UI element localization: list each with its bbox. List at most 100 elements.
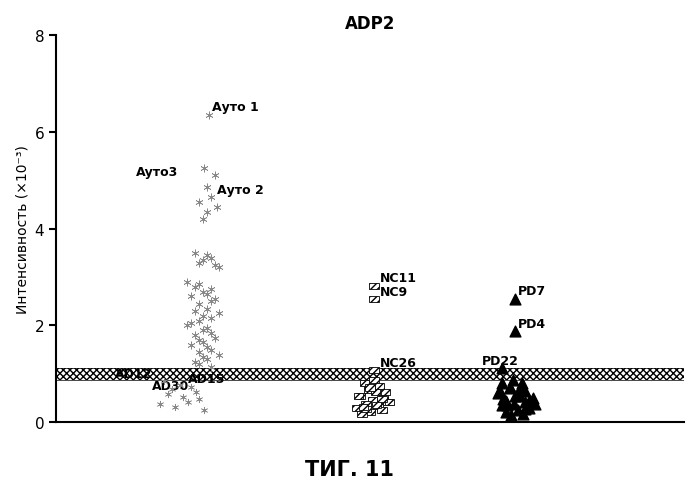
Bar [369,296,379,302]
Point [182,322,193,330]
Point [209,262,220,269]
Point [203,112,215,120]
Point [197,312,208,320]
Point [201,344,212,351]
Point [185,320,196,327]
Text: Ауто 2: Ауто 2 [217,183,264,196]
Bar [373,403,382,409]
Point [523,397,534,405]
Bar [382,399,392,405]
Point [517,410,528,418]
Point [492,390,503,397]
Point [194,259,205,267]
Point [197,339,208,347]
Bar [357,411,367,417]
Point [194,317,205,325]
Point [194,199,205,206]
Title: ADP2: ADP2 [345,15,395,33]
Bar [381,389,391,396]
Point [515,383,526,390]
Point [194,348,205,356]
Point [201,252,212,260]
Point [194,360,205,368]
Point [205,329,216,337]
Point [502,402,513,409]
Point [197,353,208,361]
Bar [368,397,377,404]
Bar [356,393,366,399]
Bar [379,395,388,401]
Point [500,397,512,405]
Point [197,288,208,296]
Point [520,405,531,413]
Y-axis label: Интенсивность (×10⁻³): Интенсивность (×10⁻³) [15,145,29,313]
Point [209,295,220,303]
Point [209,334,220,342]
Point [197,327,208,335]
Point [189,283,201,291]
Bar [363,386,373,393]
Point [498,396,509,403]
Point [194,281,205,288]
Point [198,165,209,173]
Text: AD30: AD30 [152,380,189,393]
Bar [366,409,375,415]
Point [201,305,212,313]
Point [170,403,181,411]
Point [185,384,196,392]
Point [506,411,517,419]
Point [185,293,196,300]
Text: PD7: PD7 [517,285,546,298]
Point [194,300,205,308]
Point [194,336,205,344]
Text: Ауто3: Ауто3 [136,166,178,179]
Point [494,387,505,395]
Bar [359,404,368,410]
Point [159,378,170,385]
Point [520,387,531,395]
Point [516,379,527,387]
Point [514,391,525,398]
Bar [354,393,363,399]
Point [205,346,216,354]
Point [166,386,178,394]
Point [211,204,222,211]
Point [496,364,507,372]
Point [213,310,224,318]
Point [162,391,173,398]
Point [201,208,212,216]
Bar [56,368,684,380]
Bar [377,396,387,402]
Bar [352,405,361,411]
Point [205,298,216,305]
Bar [371,389,380,396]
Point [189,358,201,366]
Point [194,396,205,403]
Point [504,384,515,392]
Point [205,363,216,371]
Bar [361,406,371,412]
Point [201,324,212,332]
Point [205,315,216,323]
Point [500,408,512,416]
Point [520,398,531,406]
Point [189,250,201,257]
Point [524,404,535,412]
Point [197,216,208,223]
Point [190,389,201,396]
Point [528,395,539,402]
Point [512,392,523,400]
Text: NC11: NC11 [380,272,417,285]
Text: NC9: NC9 [380,285,408,298]
Point [182,278,193,286]
Point [507,376,519,384]
Point [512,406,523,414]
Point [510,295,521,303]
Point [496,402,507,409]
Point [209,172,220,180]
Point [198,407,209,414]
Point [205,254,216,262]
Point [185,341,196,349]
Point [510,392,521,400]
Text: ΤИГ. 11: ΤИГ. 11 [305,459,394,479]
